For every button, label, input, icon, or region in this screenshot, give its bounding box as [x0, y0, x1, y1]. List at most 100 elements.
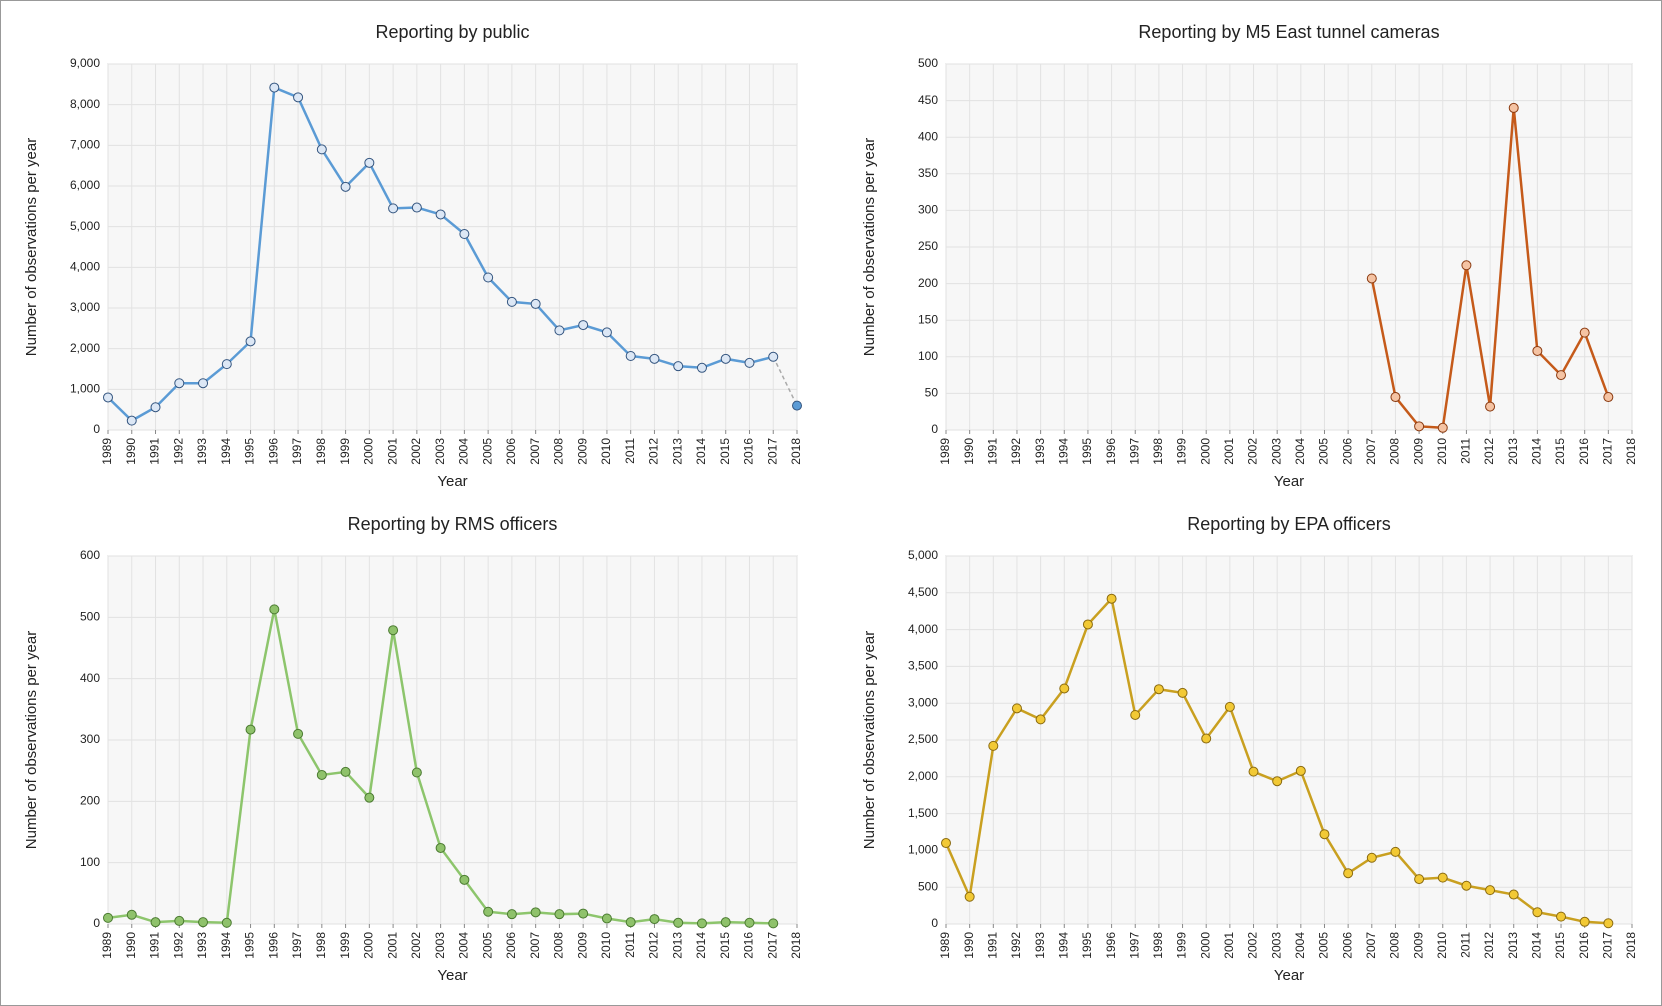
x-tick-label: 2018 — [789, 932, 803, 959]
data-point — [245, 336, 256, 347]
data-point — [1414, 421, 1425, 432]
data-point — [364, 157, 375, 168]
data-point — [1532, 345, 1543, 356]
x-tick-label: 1991 — [148, 932, 162, 959]
y-tick-label: 100 — [918, 349, 938, 363]
x-tick-label: 2000 — [1198, 932, 1212, 959]
data-point — [316, 769, 327, 780]
data-point — [1082, 619, 1093, 630]
data-point — [720, 353, 731, 364]
y-tick-label: 7,000 — [70, 138, 100, 152]
data-point — [696, 918, 707, 929]
x-tick-label: 2003 — [433, 438, 447, 465]
x-axis-title: Year — [437, 473, 467, 490]
data-point — [340, 766, 351, 777]
x-tick-label: 2013 — [1506, 438, 1520, 465]
x-tick-label: 1989 — [100, 932, 114, 959]
x-tick-label: 1997 — [1127, 438, 1141, 465]
x-tick-label: 2007 — [1364, 932, 1378, 959]
data-point — [293, 728, 304, 739]
y-tick-label: 5,000 — [70, 219, 100, 233]
x-tick-label: 2006 — [1340, 932, 1354, 959]
x-tick-label: 1990 — [962, 932, 976, 959]
x-tick-label: 2018 — [789, 438, 803, 465]
data-point — [1603, 918, 1614, 929]
data-point — [1106, 593, 1117, 604]
x-tick-label: 2000 — [1198, 438, 1212, 465]
y-tick-label: 5,000 — [908, 548, 938, 562]
data-point — [1390, 392, 1401, 403]
x-tick-label: 2012 — [1482, 932, 1496, 959]
y-tick-label: 450 — [918, 93, 938, 107]
data-point — [1414, 874, 1425, 885]
y-tick-label: 50 — [925, 386, 939, 400]
x-tick-label: 1991 — [985, 932, 999, 959]
x-tick-label: 2014 — [694, 438, 708, 465]
data-point — [506, 909, 517, 920]
data-point — [744, 357, 755, 368]
data-point — [768, 351, 779, 362]
x-tick-label: 2008 — [1388, 438, 1402, 465]
data-point — [1319, 829, 1330, 840]
x-tick-label: 1998 — [314, 932, 328, 959]
x-tick-label: 1992 — [1009, 438, 1023, 465]
data-point — [174, 915, 185, 926]
data-point — [1366, 273, 1377, 284]
data-point — [768, 918, 779, 929]
y-axis-title: Number of observations per year — [861, 631, 878, 849]
x-tick-label: 2005 — [480, 438, 494, 465]
x-tick-label: 2008 — [552, 438, 566, 465]
x-tick-label: 1997 — [290, 932, 304, 959]
data-point — [1177, 687, 1188, 698]
data-point — [1437, 422, 1448, 433]
chart-title: Reporting by EPA officers — [1187, 514, 1390, 534]
data-point — [625, 350, 636, 361]
y-tick-label: 150 — [918, 312, 938, 326]
x-tick-label: 1990 — [124, 438, 138, 465]
x-tick-label: 1995 — [243, 932, 257, 959]
x-tick-label: 2017 — [1601, 932, 1615, 959]
data-point — [1059, 683, 1070, 694]
data-point — [1485, 401, 1496, 412]
y-tick-label: 250 — [918, 239, 938, 253]
y-tick-label: 2,000 — [70, 341, 100, 355]
data-point — [1201, 733, 1212, 744]
data-point — [744, 917, 755, 928]
x-tick-label: 2015 — [1553, 932, 1567, 959]
data-point — [1224, 701, 1235, 712]
x-tick-label: 2013 — [670, 438, 684, 465]
x-tick-label: 1994 — [219, 932, 233, 959]
y-tick-label: 3,000 — [70, 300, 100, 314]
x-tick-label: 2011 — [1459, 438, 1473, 464]
x-tick-label: 2009 — [575, 932, 589, 959]
x-tick-label: 2017 — [1601, 438, 1615, 465]
data-point — [1153, 684, 1164, 695]
x-tick-label: 1996 — [266, 438, 280, 465]
x-tick-label: 2014 — [1530, 438, 1544, 465]
x-tick-label: 2003 — [1269, 438, 1283, 465]
x-tick-label: 2004 — [457, 932, 471, 959]
data-point — [198, 378, 209, 389]
y-tick-label: 0 — [93, 422, 100, 436]
x-tick-label: 1998 — [1151, 438, 1165, 465]
data-point — [126, 909, 137, 920]
x-tick-label: 1991 — [148, 438, 162, 465]
x-tick-label: 2008 — [552, 932, 566, 959]
y-tick-label: 200 — [918, 276, 938, 290]
data-point — [1461, 260, 1472, 271]
y-tick-label: 400 — [918, 129, 938, 143]
data-point — [1390, 846, 1401, 857]
data-point — [126, 415, 137, 426]
y-tick-label: 600 — [80, 548, 100, 562]
x-tick-label: 1995 — [1080, 932, 1094, 959]
x-tick-label: 2000 — [362, 438, 376, 465]
x-tick-label: 1994 — [1056, 438, 1070, 465]
y-tick-label: 1,000 — [70, 382, 100, 396]
y-tick-label: 0 — [93, 916, 100, 930]
x-tick-label: 2011 — [1459, 932, 1473, 958]
x-tick-label: 2016 — [742, 438, 756, 465]
x-tick-label: 1993 — [195, 438, 209, 465]
x-tick-label: 2009 — [575, 438, 589, 465]
data-point — [964, 891, 975, 902]
data-point — [174, 378, 185, 389]
